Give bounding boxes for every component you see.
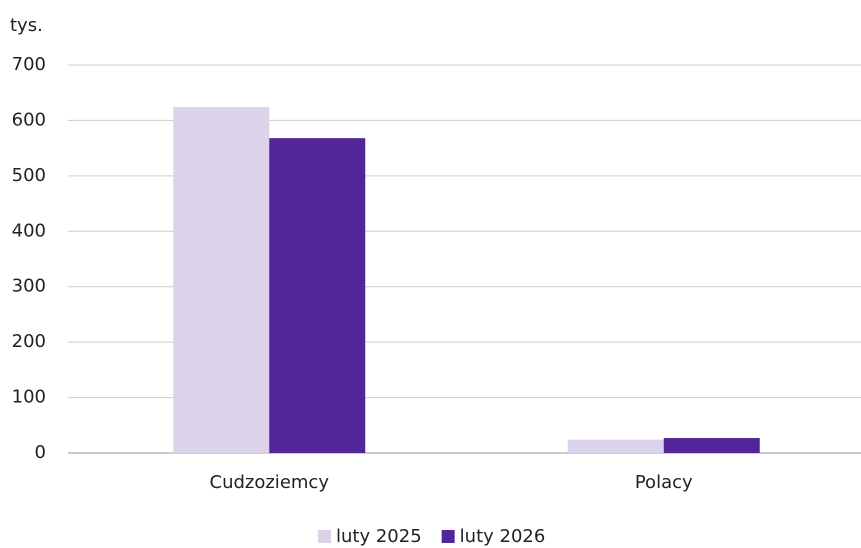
bar: [663, 438, 760, 453]
bar: [567, 439, 664, 453]
y-axis-label: tys.: [10, 15, 43, 36]
y-tick-label: 100: [12, 387, 46, 408]
x-tick-label: Cudzoziemcy: [210, 472, 330, 493]
bar: [173, 107, 270, 453]
legend-swatch: [318, 530, 331, 543]
y-tick-label: 500: [12, 165, 46, 186]
legend-label: luty 2026: [460, 526, 546, 547]
y-tick-label: 400: [12, 220, 46, 241]
bar: [269, 138, 366, 453]
y-tick-label: 600: [12, 109, 46, 130]
y-tick-label: 200: [12, 331, 46, 352]
y-tick-label: 300: [12, 276, 46, 297]
y-tick-label: 700: [12, 54, 46, 75]
legend-label: luty 2025: [336, 526, 422, 547]
y-tick-label: 0: [35, 442, 46, 463]
x-tick-label: Polacy: [635, 472, 693, 493]
legend-swatch: [441, 530, 455, 543]
